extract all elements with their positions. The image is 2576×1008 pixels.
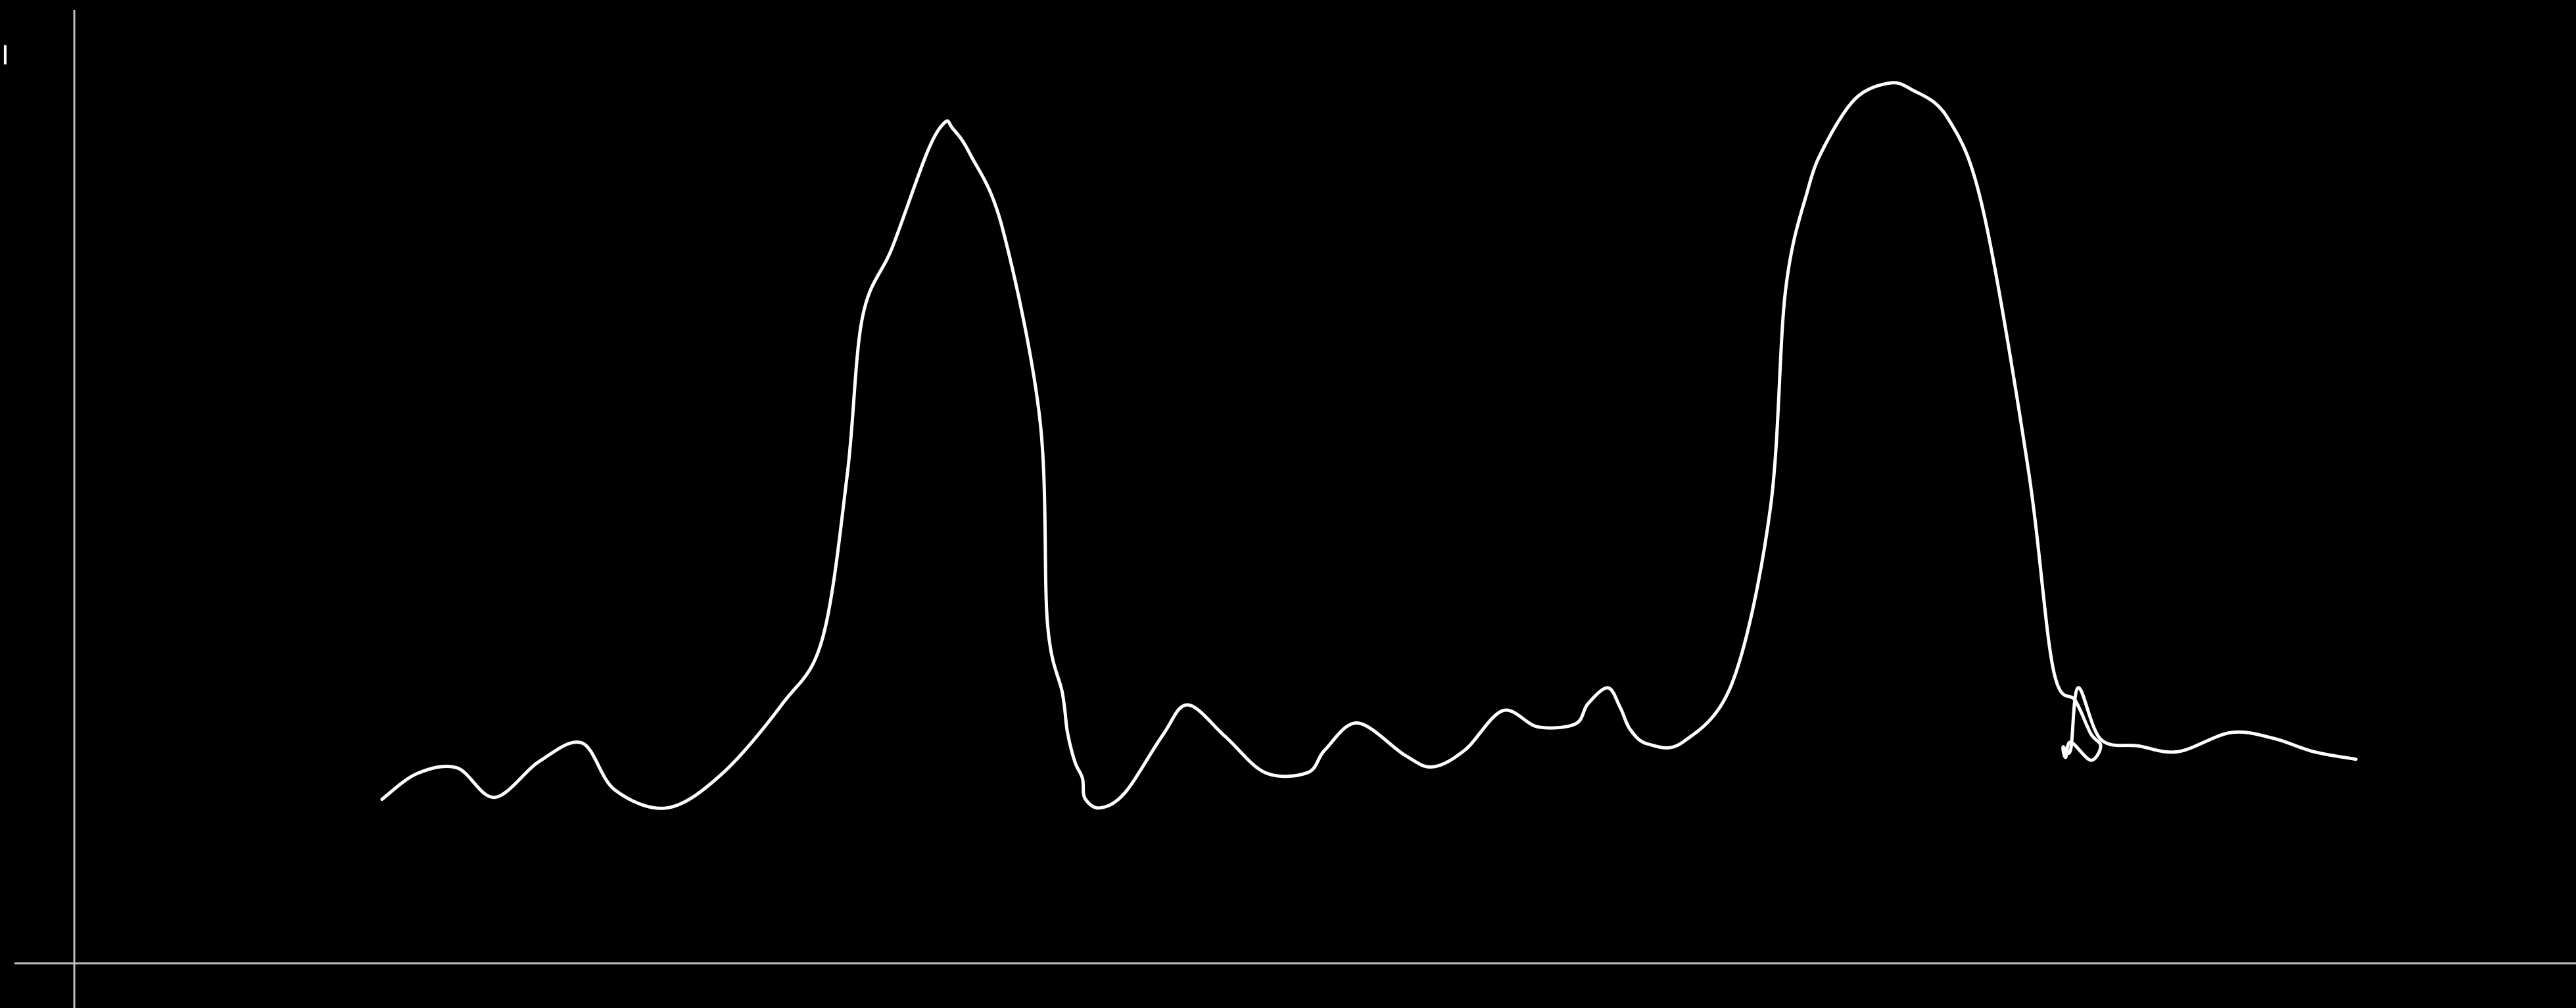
series-group (380, 81, 2358, 810)
y-axis-label: I (1, 41, 9, 71)
series-line-1 (380, 81, 2358, 810)
